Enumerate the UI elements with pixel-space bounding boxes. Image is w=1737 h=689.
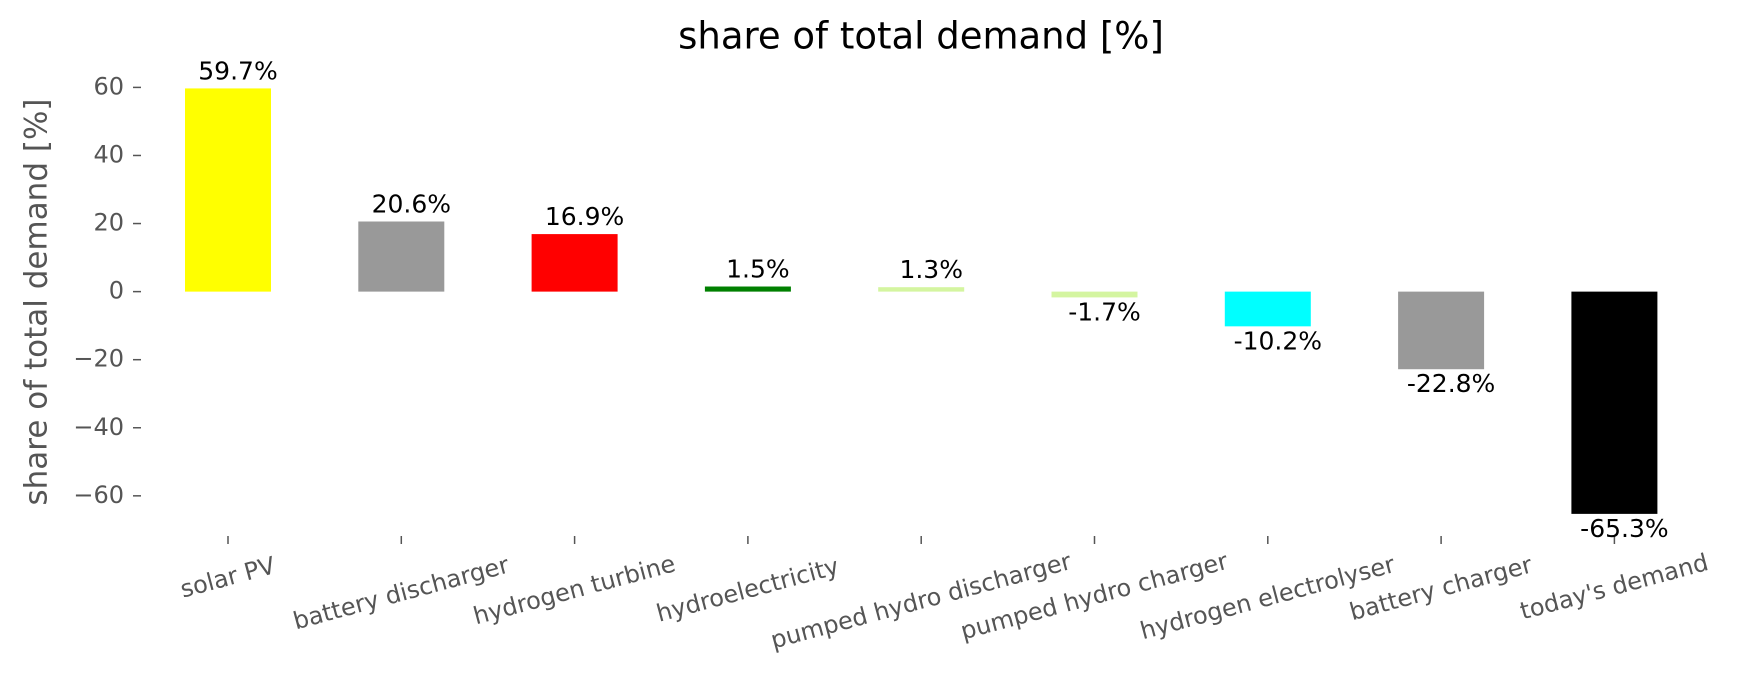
x-tick-label: solar PV: [177, 551, 278, 603]
bar: [1224, 291, 1311, 327]
y-tick-label: −40: [73, 413, 124, 441]
y-axis-label: share of total demand [%]: [19, 98, 55, 505]
y-tick-label: −60: [73, 481, 124, 509]
value-label: -65.3%: [1580, 514, 1668, 543]
value-label: 59.7%: [198, 56, 277, 85]
chart-title: share of total demand [%]: [678, 15, 1164, 58]
y-tick-label: 60: [93, 72, 124, 100]
bar: [185, 88, 271, 292]
bar: [358, 221, 445, 292]
bar: [704, 286, 791, 292]
y-tick-label: −20: [73, 345, 124, 373]
value-label: -10.2%: [1234, 326, 1322, 355]
y-tick-label: 0: [109, 277, 124, 305]
bar: [1571, 291, 1658, 514]
value-label: 1.3%: [899, 255, 963, 284]
value-label: -22.8%: [1407, 369, 1495, 398]
y-tick-label: 20: [93, 209, 124, 237]
bar: [1051, 291, 1138, 298]
value-label: 1.5%: [726, 255, 790, 284]
value-label: -1.7%: [1068, 297, 1141, 326]
bar: [1398, 291, 1485, 370]
y-tick-label: 40: [93, 140, 124, 168]
value-label: 16.9%: [545, 202, 624, 231]
x-tick-label: today's demand: [1517, 548, 1711, 625]
bar: [531, 234, 618, 292]
value-label: 20.6%: [372, 190, 451, 219]
bar: [878, 287, 965, 292]
